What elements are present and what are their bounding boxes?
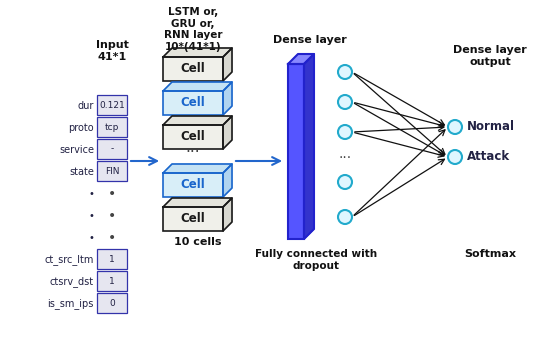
Bar <box>97 95 127 115</box>
Text: proto: proto <box>68 123 94 133</box>
Text: tcp: tcp <box>105 122 119 131</box>
Text: Cell: Cell <box>180 62 205 75</box>
Bar <box>97 139 127 159</box>
Bar <box>97 249 127 269</box>
Polygon shape <box>223 82 232 115</box>
Text: 10 cells: 10 cells <box>174 237 221 247</box>
Text: 1: 1 <box>109 277 115 286</box>
Text: is_sm_ips: is_sm_ips <box>48 298 94 310</box>
Text: •: • <box>108 187 116 201</box>
Bar <box>97 293 127 313</box>
Text: Dense layer: Dense layer <box>273 35 347 45</box>
Polygon shape <box>163 116 232 125</box>
Text: 0: 0 <box>109 298 115 307</box>
Polygon shape <box>304 54 314 239</box>
Text: Softmax: Softmax <box>464 249 516 259</box>
Text: Cell: Cell <box>180 96 205 110</box>
Text: state: state <box>69 167 94 177</box>
Text: Cell: Cell <box>180 178 205 191</box>
Polygon shape <box>163 198 232 207</box>
Bar <box>163 173 223 197</box>
Text: ...: ... <box>186 140 200 155</box>
Polygon shape <box>223 198 232 231</box>
Text: •: • <box>88 211 94 221</box>
Polygon shape <box>163 164 232 173</box>
Bar <box>97 271 127 291</box>
Text: FIN: FIN <box>104 166 119 176</box>
Polygon shape <box>223 116 232 149</box>
Text: LSTM or,
GRU or,
RNN layer
10*(41*1): LSTM or, GRU or, RNN layer 10*(41*1) <box>164 7 222 52</box>
Text: Normal: Normal <box>467 121 515 134</box>
Text: service: service <box>59 145 94 155</box>
Text: ct_src_ltm: ct_src_ltm <box>45 255 94 266</box>
Circle shape <box>448 120 462 134</box>
Circle shape <box>338 175 352 189</box>
Polygon shape <box>163 48 232 57</box>
Text: ctsrv_dst: ctsrv_dst <box>50 277 94 287</box>
Text: 1: 1 <box>109 255 115 263</box>
Bar <box>97 161 127 181</box>
Circle shape <box>338 125 352 139</box>
Bar <box>163 91 223 115</box>
Polygon shape <box>163 82 232 91</box>
Text: Dense layer
output: Dense layer output <box>453 45 527 67</box>
Bar <box>163 57 223 81</box>
Bar <box>163 125 223 149</box>
Text: ...: ... <box>338 147 351 161</box>
Bar <box>163 207 223 231</box>
Circle shape <box>338 65 352 79</box>
Text: 0.121: 0.121 <box>99 101 125 110</box>
Polygon shape <box>288 54 314 64</box>
Polygon shape <box>223 48 232 81</box>
Polygon shape <box>223 164 232 197</box>
Text: -: - <box>111 145 114 154</box>
Text: •: • <box>88 233 94 243</box>
Text: Input
41*1: Input 41*1 <box>96 40 129 62</box>
Circle shape <box>338 95 352 109</box>
Text: dur: dur <box>78 101 94 111</box>
Circle shape <box>338 210 352 224</box>
Text: •: • <box>88 189 94 199</box>
Circle shape <box>448 150 462 164</box>
Text: Cell: Cell <box>180 212 205 226</box>
Text: Fully connected with
dropout: Fully connected with dropout <box>255 249 377 271</box>
Bar <box>97 117 127 137</box>
Bar <box>288 64 304 239</box>
Text: •: • <box>108 209 116 223</box>
Text: Attack: Attack <box>467 151 510 164</box>
Text: •: • <box>108 231 116 245</box>
Text: Cell: Cell <box>180 131 205 144</box>
